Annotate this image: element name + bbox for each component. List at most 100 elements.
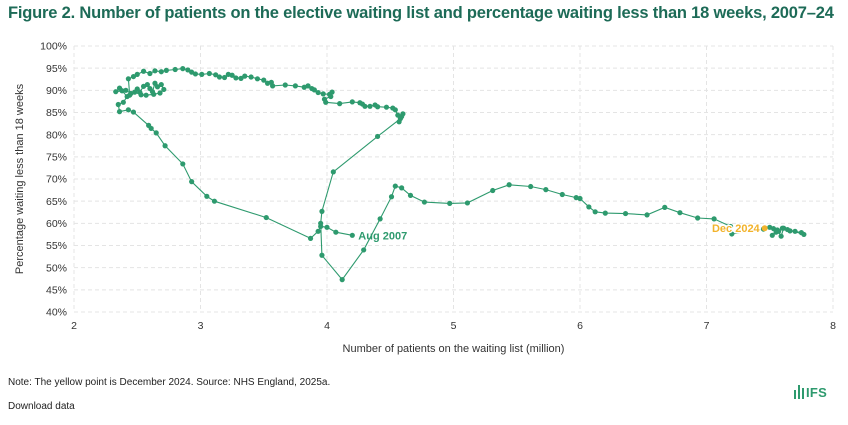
data-point [329,89,335,95]
data-point [211,198,218,204]
logo-bars-icon [794,385,804,399]
data-point [644,212,650,218]
data-point [602,210,608,216]
data-point [163,67,169,73]
data-point [375,104,381,110]
data-point [130,109,137,115]
x-tick-label: 3 [198,320,204,332]
ifs-logo: IFS [794,385,827,399]
data-point [305,83,311,89]
annotations: Aug 2007 Dec 2024 [358,222,762,242]
data-point [377,216,383,222]
data-point [711,216,717,222]
data-point [320,91,326,97]
data-point [199,71,205,77]
data-point [748,227,754,234]
data-point [216,74,223,80]
x-tick-label: 4 [324,320,330,332]
data-point [490,187,496,194]
y-tick-label: 100% [40,41,67,53]
data-point [153,130,159,136]
data-point [339,277,345,283]
data-point [242,73,248,79]
data-point [349,232,355,238]
data-point [248,74,254,80]
y-tick-label: 90% [46,85,67,97]
chart-title: Figure 2. Number of patients on the elec… [8,4,834,22]
y-tick-label: 65% [46,196,67,208]
data-point [586,204,592,210]
data-point [120,99,126,105]
data-point [261,77,267,83]
y-tick-label: 95% [46,63,67,75]
data-point [158,81,164,88]
data-point [115,101,121,108]
logo-text: IFS [806,385,828,400]
data-point [125,76,131,82]
data-point [221,74,228,81]
data-point [779,225,786,231]
data-point [383,104,390,110]
data-point [238,75,244,81]
data-point [388,194,395,200]
data-point [113,89,119,95]
y-tick-label: 75% [46,151,67,163]
data-point [270,83,276,89]
data-point [375,133,381,140]
grid [73,45,834,313]
data-point [162,143,168,149]
data-point [361,247,367,253]
data-point [116,85,123,91]
data-point [130,73,137,80]
data-point [543,187,549,193]
data-point [213,72,219,78]
download-data-link[interactable]: Download data [8,401,75,412]
data-point [729,231,735,237]
data-point [400,111,406,117]
annotation-dec-2024: Dec 2024 [712,223,761,235]
data-point [132,89,138,95]
y-axis-label: Percentage waiting less than 18 weeks [14,83,26,274]
data-point [349,99,355,105]
data-point [158,69,164,75]
data-point [801,231,807,238]
data-point [263,214,269,221]
data-point [125,107,131,113]
data-point [421,199,428,205]
data-point [328,93,334,100]
y-tick-label: 70% [46,174,67,186]
data-point [254,76,261,82]
y-tick-label: 40% [46,307,67,319]
data-point [185,67,191,73]
data-point [333,229,339,235]
y-tick-label: 85% [46,107,67,119]
data-point [206,70,212,77]
data-point [157,90,163,96]
data-point [399,185,405,191]
data-point [140,68,147,74]
series-line [114,68,805,281]
data-point [622,210,629,217]
data-point [367,103,373,109]
data-point [152,68,158,74]
x-tick-label: 7 [704,320,710,332]
data-point [528,183,534,190]
data-point [172,66,178,73]
data-point [116,109,123,115]
y-tick-label: 55% [46,240,67,252]
data-point [392,107,398,113]
data-point [677,210,683,216]
data-point [180,161,186,167]
data-point [204,193,210,199]
data-point [146,122,152,128]
data-point [362,103,368,109]
data-point [127,92,133,98]
data-point [407,192,414,199]
x-tick-label: 6 [577,320,583,332]
data-point [337,101,343,107]
data-point [315,228,321,234]
data-point [311,87,317,93]
data-point [464,200,471,206]
data-point [180,66,186,72]
data-point [695,215,701,221]
